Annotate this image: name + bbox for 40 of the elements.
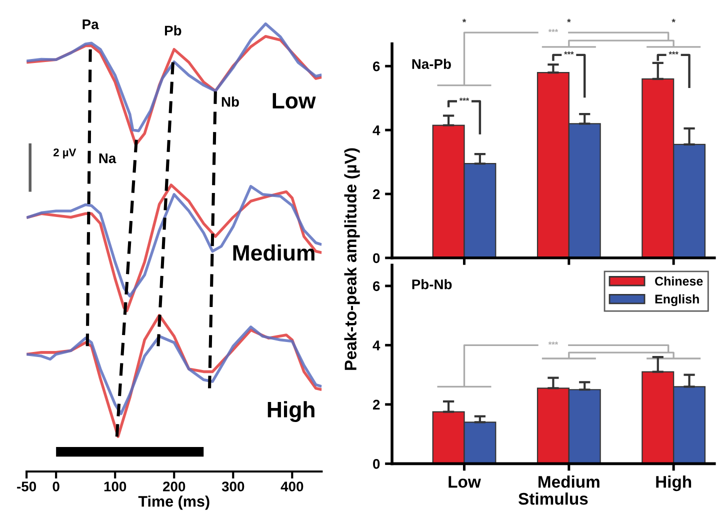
text: *** bbox=[548, 29, 558, 32]
annotation: Pb bbox=[164, 25, 182, 36]
annotation: 2 µV bbox=[54, 148, 76, 159]
y-tick-label: 4 bbox=[372, 126, 380, 136]
x-axis-title: Time (ms) bbox=[138, 496, 210, 510]
y-tick-label: 6 bbox=[373, 61, 380, 72]
legend-label: English bbox=[655, 294, 699, 306]
annotation: Medium bbox=[233, 244, 314, 261]
x-tick-label: 300 bbox=[222, 482, 244, 492]
annotation: Pa bbox=[82, 20, 99, 30]
annotation: *** bbox=[459, 98, 470, 101]
x-tick-label: Low bbox=[448, 476, 481, 488]
x-tick-label: 400 bbox=[280, 482, 304, 492]
text: Pb-Nb bbox=[412, 279, 452, 290]
annotation: Nb bbox=[222, 96, 239, 107]
y-tick-label: 2 bbox=[372, 189, 380, 200]
legend-label: Chinese bbox=[655, 276, 703, 286]
x-tick-label: Medium bbox=[538, 475, 600, 488]
annotation: Low bbox=[272, 93, 316, 109]
y-tick-label: 2 bbox=[372, 400, 380, 410]
annotation: *** bbox=[564, 51, 574, 54]
x-tick-label: -50 bbox=[17, 482, 36, 492]
x-tick-label: 200 bbox=[163, 482, 186, 492]
y-tick-label: 0 bbox=[373, 459, 380, 469]
y-tick-label: 0 bbox=[373, 253, 380, 264]
text: * bbox=[672, 18, 676, 22]
text: * bbox=[567, 18, 571, 22]
y-axis-title: Peak-to-peak amplitude (µV) bbox=[344, 148, 360, 370]
annotation: High bbox=[268, 401, 314, 422]
x-tick-label: High bbox=[656, 475, 692, 492]
y-tick-label: 6 bbox=[373, 281, 380, 292]
x-axis-title: Stimulus bbox=[518, 492, 588, 505]
annotation: *** bbox=[548, 342, 558, 345]
text: Na-Pb bbox=[412, 58, 451, 69]
annotation: *** bbox=[668, 51, 678, 54]
x-tick-label: 100 bbox=[104, 482, 126, 492]
annotation: Na bbox=[99, 154, 116, 164]
text: * bbox=[462, 18, 466, 22]
x-tick-label: 0 bbox=[52, 482, 60, 492]
y-tick-label: 4 bbox=[372, 340, 380, 350]
